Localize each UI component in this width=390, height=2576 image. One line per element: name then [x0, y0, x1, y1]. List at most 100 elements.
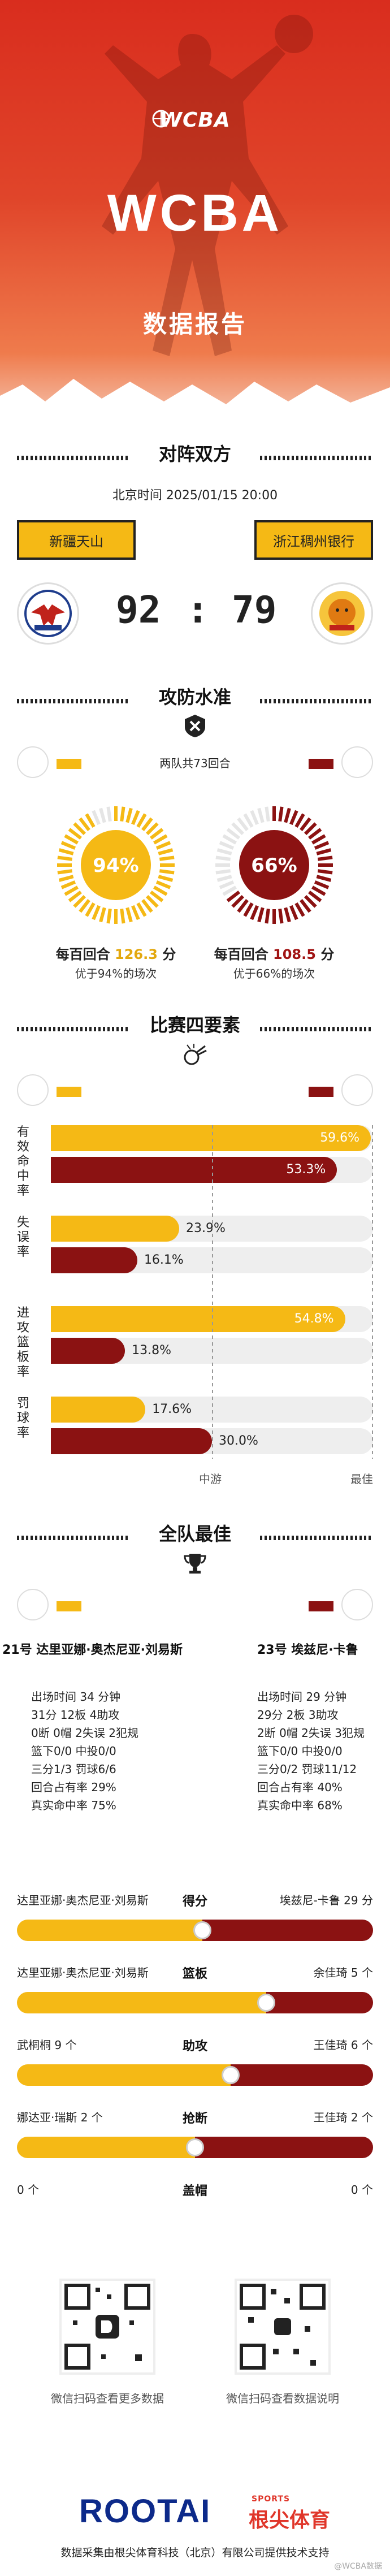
axis-mid-label: 中游 — [199, 1472, 222, 1486]
home-pct-text: 94% — [93, 854, 138, 877]
home-player-stats: 出场时间 34 分钟 31分 12板 4助攻 0断 0帽 2失误 2犯规 篮下0… — [31, 1690, 138, 1812]
donut-tick — [99, 807, 106, 823]
donut-tick — [136, 813, 147, 828]
home-factor-bar — [51, 1306, 345, 1332]
home-factor-bar — [51, 1397, 146, 1423]
brand-sports: SPORTS — [252, 2495, 291, 2504]
leader-away: 余佳琦 5 个 — [313, 1966, 373, 1979]
hero-title: WCBA — [107, 184, 283, 242]
home-legend-chip-2 — [57, 1087, 81, 1097]
qr-right-caption: 微信扫码查看数据说明 — [226, 2392, 339, 2405]
home-team-name: 新疆天山 — [17, 520, 136, 560]
qr-code-icon — [64, 2284, 150, 2370]
home-team-logo — [17, 582, 79, 645]
donut-tick — [243, 902, 254, 917]
best-heading: 全队最佳 — [0, 1515, 390, 1549]
leader-bar-home — [17, 2064, 231, 2086]
donut-tick — [136, 902, 147, 917]
hero-banner: WCBA WCBA 数据报告 — [0, 0, 390, 441]
away-factor-bar — [51, 1157, 337, 1183]
home-factor-value: 17.6% — [152, 1402, 192, 1416]
leader-category: 篮板 — [182, 1967, 207, 1981]
leader-bar-home — [17, 2137, 195, 2158]
donut-tick — [250, 905, 259, 920]
leader-away: 王佳琦 2 个 — [313, 2111, 373, 2124]
donut-tick — [284, 907, 291, 923]
leader-home: 达里亚娜·奥杰尼亚·刘易斯 — [17, 1894, 149, 1907]
leader-bar-knob — [222, 2066, 240, 2084]
donut-tick — [141, 817, 153, 831]
donut-tick — [237, 817, 249, 831]
leader-bar-away — [195, 2137, 373, 2158]
leader-row: 达里亚娜·奥杰尼亚·刘易斯 得分 埃兹尼-卡鲁 29 分 — [17, 1891, 373, 1914]
leader-bar-home — [17, 1920, 202, 1941]
possessions-text: 两队共73回合 — [159, 757, 231, 770]
donut-tick — [311, 885, 326, 896]
donut-tick — [57, 855, 73, 861]
donut-tick — [222, 885, 237, 896]
donut-tick — [231, 822, 244, 835]
away-factor-value: 53.3% — [286, 1162, 326, 1177]
leader-bar — [17, 1992, 373, 2013]
donut-tick — [68, 828, 82, 840]
brand-cn: 根尖体育 — [249, 2509, 331, 2532]
donut-tick — [73, 822, 86, 835]
donut-tick — [106, 908, 112, 924]
donut-tick — [155, 880, 171, 889]
donut-tick — [79, 899, 90, 913]
best-dashline — [372, 1125, 373, 1459]
home-legend-logo-2 — [17, 1074, 49, 1106]
donut-tick — [85, 902, 96, 917]
leader-bar-knob — [257, 1994, 275, 2012]
leader-category: 抢断 — [182, 2112, 207, 2126]
qr-left-caption: 微信扫码查看更多数据 — [51, 2392, 164, 2405]
away-efficiency-donut: 66% — [215, 806, 333, 924]
leader-bar-knob — [193, 1921, 211, 1939]
donut-tick — [85, 813, 96, 828]
away-best-player-name: 23号 埃兹尼·卡鲁 — [257, 1643, 358, 1657]
away-per100: 每百回合 108.5 分 — [214, 946, 335, 962]
paper-tear-divider — [0, 379, 390, 441]
donut-tick — [237, 899, 249, 913]
away-factor-bar — [51, 1338, 125, 1364]
leader-away: 王佳琦 6 个 — [313, 2038, 373, 2052]
donut-tick — [314, 880, 330, 889]
away-factor-value: 13.8% — [132, 1343, 171, 1358]
home-factor-bar — [51, 1216, 180, 1242]
donut-tick — [317, 869, 333, 875]
factors-heading: 比赛四要素 — [0, 1006, 390, 1040]
away-team-logo — [311, 582, 373, 645]
qr-code-more-data[interactable] — [59, 2279, 155, 2375]
donut-tick — [68, 891, 82, 902]
donut-tick — [250, 810, 259, 825]
donut-tick — [231, 895, 244, 908]
hero-subtitle: 数据报告 — [142, 310, 247, 338]
home-per100: 每百回合 126.3 分 — [55, 946, 176, 962]
away-team-name: 浙江稠州银行 — [254, 520, 373, 560]
donut-tick — [216, 848, 232, 855]
donut-tick — [125, 907, 133, 923]
donut-tick — [308, 828, 322, 840]
leader-bar-home — [17, 1992, 266, 2013]
brand-name: ROOTAI — [79, 2493, 211, 2530]
donut-tick — [278, 908, 284, 924]
leader-row: 0 个 盖帽 0 个 — [17, 2181, 373, 2203]
donut-tick — [120, 908, 125, 924]
midpoint-dashline — [212, 1125, 213, 1459]
away-legend-chip-3 — [309, 1601, 333, 1611]
lion-icon — [319, 591, 365, 636]
basketball-icon — [152, 110, 170, 128]
donut-tick — [159, 855, 175, 861]
logo-text: WCBA — [159, 109, 231, 132]
away-player-stats: 出场时间 29 分钟 29分 2板 3助攻 2断 0帽 2失误 3犯规 篮下0/… — [257, 1690, 365, 1812]
donut-tick — [284, 807, 291, 823]
away-factor-bar — [51, 1247, 137, 1273]
home-factor-bar — [51, 1125, 371, 1151]
donut-tick — [92, 905, 101, 920]
eagle-icon — [24, 590, 72, 637]
crossed-swords-icon — [185, 715, 205, 737]
qr-code-data-notes[interactable] — [235, 2279, 331, 2375]
home-factor-value: 59.6% — [320, 1131, 360, 1145]
qr-code-icon — [240, 2284, 326, 2370]
